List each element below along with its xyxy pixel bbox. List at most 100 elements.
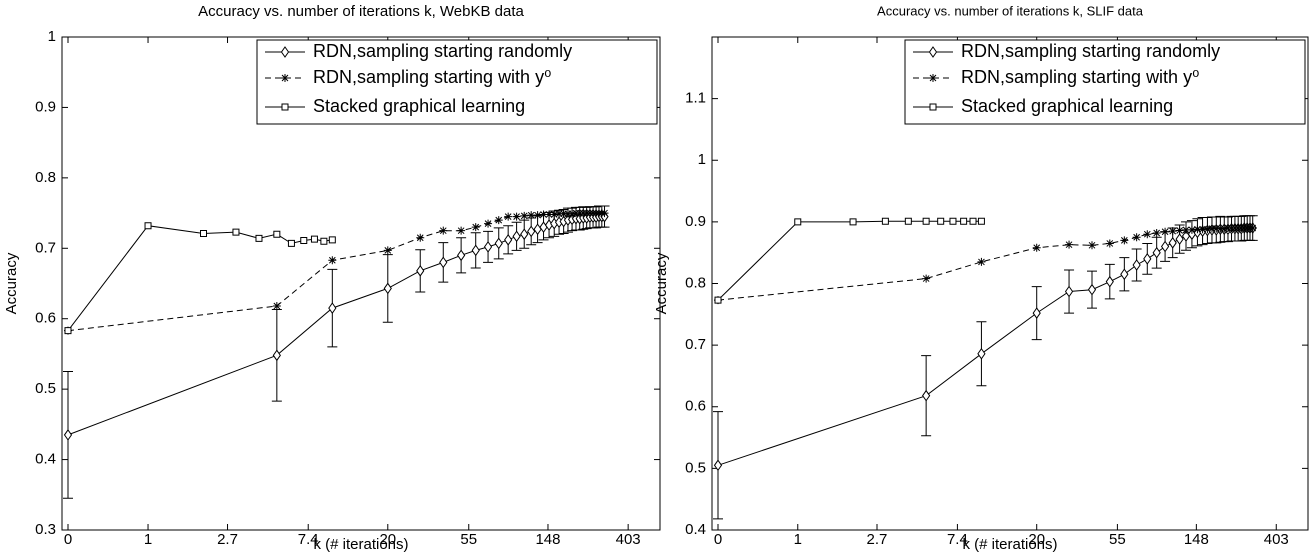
marker-diamond — [1132, 259, 1141, 271]
marker-square — [144, 222, 152, 230]
marker-square — [937, 217, 945, 225]
marker-square — [310, 235, 318, 243]
marker-diamond — [1152, 246, 1161, 259]
marker-square — [960, 217, 968, 225]
marker-diamond — [1032, 307, 1041, 319]
marker-star — [1088, 241, 1096, 250]
marker-star — [568, 209, 577, 218]
marker-star — [1193, 225, 1202, 234]
marker-diamond — [512, 230, 521, 243]
legend-marker — [929, 74, 937, 82]
marker-square — [977, 217, 985, 225]
marker-diamond — [416, 264, 425, 277]
marker-star — [494, 216, 503, 225]
marker-diamond — [1064, 285, 1074, 298]
y-tick-label: 0.5 — [685, 459, 706, 476]
marker-diamond — [328, 302, 337, 315]
legend-label: RDN,sampling starting with y⁰ — [961, 67, 1199, 87]
marker-star — [539, 210, 548, 219]
x-tick-label: 148 — [1184, 531, 1209, 548]
marker-diamond — [1160, 240, 1170, 253]
marker-diamond — [1105, 275, 1114, 288]
x-axis-label: k (# iterations) — [313, 536, 408, 552]
marker-diamond — [494, 237, 503, 250]
marker-square — [232, 228, 240, 236]
marker-diamond — [1175, 233, 1184, 246]
marker-square — [320, 237, 328, 245]
x-tick-label: 403 — [616, 531, 641, 548]
marker-star — [457, 226, 466, 235]
marker-star — [1120, 236, 1129, 245]
y-tick-label: 0.7 — [685, 336, 706, 353]
marker-star — [1212, 224, 1221, 233]
y-tick-label: 0.3 — [35, 521, 56, 538]
y-tick-label: 0.9 — [35, 98, 56, 115]
marker-diamond — [383, 282, 392, 295]
marker-star — [533, 211, 542, 220]
marker-diamond — [922, 389, 931, 402]
marker-star — [1175, 226, 1184, 235]
series-line — [67, 216, 605, 436]
marker-star — [563, 209, 572, 218]
marker-diamond — [1143, 252, 1152, 265]
marker-star — [527, 211, 536, 220]
x-tick-label: 0 — [714, 531, 722, 548]
y-tick-label: 0.7 — [35, 239, 56, 256]
marker-diamond — [1168, 236, 1177, 249]
legend-marker — [281, 103, 289, 111]
legend-label: Stacked graphical learning — [961, 96, 1173, 116]
marker-diamond — [483, 241, 493, 253]
y-tick-label: 0.5 — [35, 380, 56, 397]
marker-star — [1143, 230, 1152, 239]
marker-diamond — [520, 228, 529, 241]
marker-square — [949, 217, 957, 225]
x-tick-label: 1 — [794, 531, 802, 548]
x-tick-label: 403 — [1264, 531, 1289, 548]
y-tick-label: 0.8 — [35, 169, 56, 186]
marker-diamond — [272, 349, 281, 362]
marker-star — [559, 209, 568, 218]
y-tick-label: 1 — [48, 28, 56, 45]
marker-star — [1203, 225, 1212, 234]
marker-square — [64, 327, 72, 335]
marker-diamond — [713, 459, 723, 472]
plot-area — [61, 36, 661, 531]
marker-star — [512, 212, 521, 221]
marker-star — [1207, 224, 1216, 233]
marker-star — [439, 226, 448, 235]
marker-star — [1187, 225, 1196, 234]
marker-diamond — [1087, 283, 1097, 296]
marker-square — [300, 237, 308, 245]
x-tick-label: 148 — [535, 531, 560, 548]
marker-star — [484, 219, 493, 228]
marker-star — [416, 233, 425, 242]
marker-star — [1220, 224, 1229, 233]
marker-star — [1132, 233, 1141, 242]
marker-square — [969, 217, 977, 225]
marker-diamond — [63, 429, 73, 441]
marker-star — [1032, 243, 1041, 252]
x-tick-label: 20 — [379, 531, 396, 548]
legend-label: Stacked graphical learning — [313, 96, 525, 116]
marker-star — [1152, 228, 1161, 237]
marker-star — [1065, 240, 1074, 249]
marker-star — [272, 302, 281, 311]
x-tick-label: 2.7 — [217, 531, 238, 548]
x-tick-label: 55 — [460, 531, 477, 548]
marker-star — [1198, 225, 1207, 234]
marker-diamond — [457, 249, 466, 262]
legend-marker — [929, 103, 937, 111]
marker-star — [555, 209, 564, 218]
marker-star — [383, 246, 392, 255]
y-tick-label: 0.9 — [685, 213, 706, 230]
legend-box — [904, 39, 1306, 125]
legend-marker — [280, 46, 290, 58]
marker-diamond — [439, 256, 448, 269]
y-axis-label: Accuracy — [3, 252, 20, 314]
marker-diamond — [504, 233, 513, 246]
marker-star — [328, 256, 337, 265]
marker-star — [1182, 225, 1191, 234]
marker-star — [1248, 224, 1257, 233]
